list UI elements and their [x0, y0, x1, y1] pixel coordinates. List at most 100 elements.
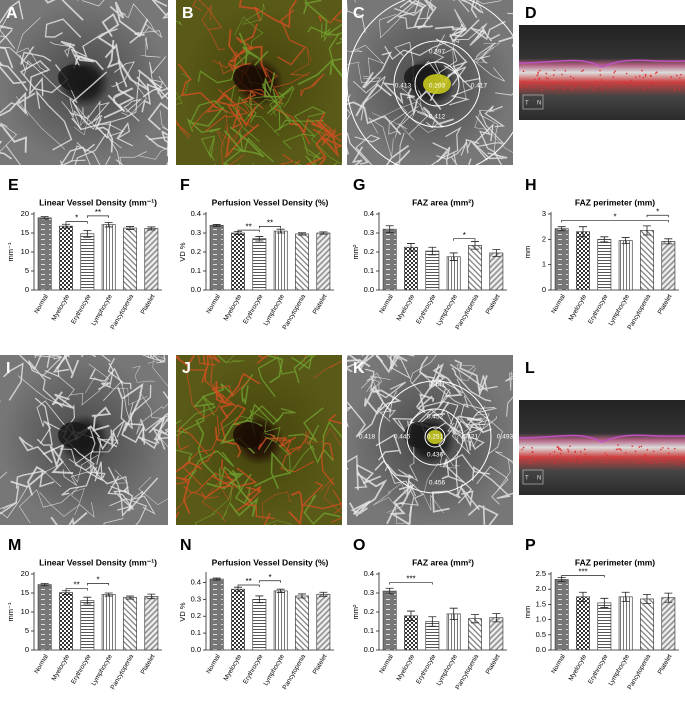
x-tick-label: Lymphocyte	[435, 293, 459, 327]
vessel	[256, 355, 277, 364]
speckle	[595, 85, 598, 87]
vessel	[321, 128, 342, 146]
speckle	[549, 453, 551, 455]
significance-label: **	[246, 222, 252, 231]
x-tick-label: Pancytopenia	[109, 293, 135, 331]
vessel	[347, 101, 402, 136]
x-tick-label: Erythrocyte	[242, 653, 265, 685]
error-bar	[83, 596, 92, 605]
vessel	[148, 391, 168, 434]
vessel	[303, 2, 342, 36]
vessel	[34, 397, 53, 446]
speckle	[551, 87, 554, 90]
bar	[252, 598, 267, 651]
speckle	[538, 78, 541, 81]
vessel	[349, 500, 371, 517]
vessel	[97, 123, 125, 165]
vessel	[122, 477, 159, 512]
vessel	[372, 389, 402, 414]
speckle	[640, 445, 643, 448]
vessel	[249, 403, 283, 436]
error-bar	[407, 610, 415, 621]
vessel	[384, 41, 448, 60]
x-tick-label: Erythrocyte	[70, 653, 93, 685]
x-tick-label: Erythrocyte	[242, 293, 265, 325]
vessel	[474, 0, 502, 14]
speckle	[651, 457, 654, 460]
vessel	[205, 88, 249, 132]
vessel	[62, 458, 89, 486]
vessel	[419, 355, 435, 388]
vessel	[200, 475, 234, 500]
vessel	[438, 424, 474, 456]
x-tick-label: Normal	[550, 653, 567, 675]
speckle	[541, 89, 544, 91]
y-axis-label: mm⁻¹	[6, 242, 15, 261]
vessel	[473, 123, 508, 160]
speckle	[552, 81, 554, 84]
vessel	[149, 355, 166, 363]
speckle	[613, 456, 615, 458]
error-bar	[126, 226, 134, 230]
vessel	[16, 17, 48, 73]
vessel	[409, 0, 433, 28]
vessel	[436, 141, 468, 160]
vessel	[194, 512, 216, 525]
error-bar	[449, 607, 458, 620]
bar	[144, 228, 159, 291]
bar	[554, 228, 569, 291]
vessel	[131, 490, 156, 515]
y-tick-label: 0.4	[191, 209, 201, 218]
vessel	[280, 445, 315, 473]
vessel	[234, 16, 264, 50]
speckle	[644, 75, 647, 77]
speckle	[605, 461, 607, 463]
y-tick-label: 0	[25, 285, 29, 294]
image-panel: T N L	[519, 355, 685, 525]
vessel	[293, 106, 327, 137]
image-panel: J	[176, 355, 342, 525]
speckle	[638, 446, 641, 448]
speckle	[522, 70, 525, 73]
panel-label: I	[6, 360, 10, 377]
vessel	[416, 393, 435, 414]
speckle	[552, 74, 555, 76]
speckle	[547, 77, 549, 80]
vessel	[136, 403, 168, 435]
sector-value: 0.421	[462, 434, 479, 441]
vessel	[232, 137, 275, 163]
vessel	[112, 420, 125, 445]
speckle	[620, 455, 622, 458]
vessel	[466, 416, 492, 434]
y-tick-label: 0.2	[364, 607, 374, 616]
vessel	[389, 486, 413, 525]
vessel	[385, 101, 436, 133]
vessel	[44, 18, 82, 38]
vessel	[201, 355, 221, 383]
vessel	[87, 461, 106, 482]
speckle	[574, 450, 577, 453]
bar-chart: M Linear Vessel Density (mm⁻¹) mm⁻¹ 0 5 10 15 2…	[6, 537, 162, 691]
vessel	[51, 391, 75, 409]
vessel	[0, 63, 29, 92]
vessel	[69, 363, 109, 406]
vessel	[494, 451, 513, 463]
vessel	[423, 462, 445, 514]
y-tick-label: 5	[25, 626, 29, 635]
vessel	[71, 145, 111, 165]
vessel	[378, 390, 397, 422]
vessel	[415, 374, 446, 408]
significance-label: ***	[578, 568, 587, 577]
speckle	[569, 75, 572, 78]
speckle	[625, 72, 628, 75]
vessel	[475, 43, 501, 63]
vessel	[176, 119, 191, 140]
vessel	[327, 413, 342, 425]
sector-value: 0.251	[427, 434, 444, 441]
vessel	[269, 87, 296, 117]
significance-label: *	[96, 576, 99, 585]
vessel	[0, 485, 20, 521]
panel-label: P	[525, 537, 536, 554]
vessel	[215, 93, 257, 128]
